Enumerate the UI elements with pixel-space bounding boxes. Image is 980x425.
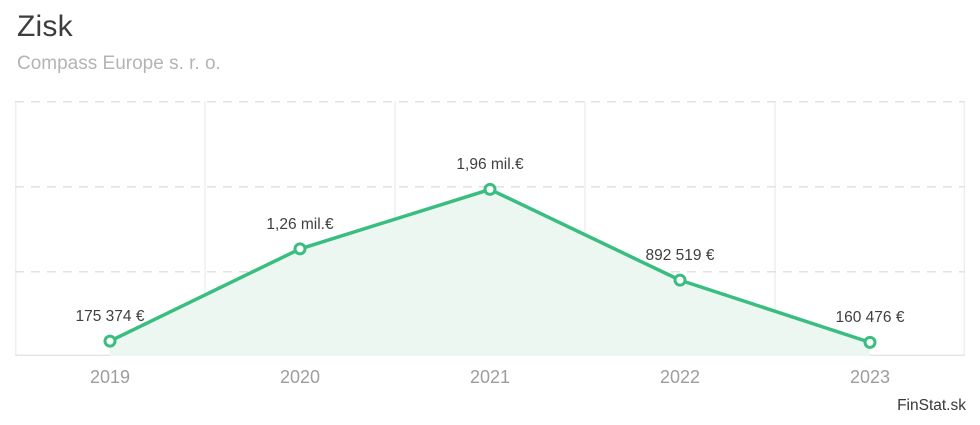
area-fill <box>110 189 870 356</box>
chart-header: Zisk Compass Europe s. r. o. <box>17 10 221 75</box>
data-point-2022[interactable] <box>673 273 687 287</box>
company-name: Compass Europe s. r. o. <box>17 53 221 74</box>
value-label-2021: 1,96 mil.€ <box>456 156 524 174</box>
data-point-2019[interactable] <box>103 334 117 348</box>
finstat-watermark: FinStat.sk <box>897 397 966 414</box>
profit-line-chart: 175 374 € 1,26 mil.€ 1,96 mil.€ 892 519 € 16… <box>15 101 965 387</box>
value-label-2020: 1,26 mil.€ <box>266 215 334 233</box>
x-axis-label-2022: 2022 <box>659 367 701 387</box>
x-axis-label-2019: 2019 <box>89 367 131 387</box>
value-label-2022: 892 519 € <box>645 247 715 265</box>
chart-title: Zisk <box>17 10 73 43</box>
chart-canvas <box>15 101 965 356</box>
data-point-2023[interactable] <box>863 335 877 349</box>
value-label-2023: 160 476 € <box>835 309 905 327</box>
data-point-2021[interactable] <box>483 182 497 196</box>
value-label-2019: 175 374 € <box>75 308 145 326</box>
x-axis-label-2023: 2023 <box>849 367 891 387</box>
x-axis-label-2020: 2020 <box>279 367 321 387</box>
data-point-2020[interactable] <box>293 242 307 256</box>
x-axis-label-2021: 2021 <box>469 367 511 387</box>
